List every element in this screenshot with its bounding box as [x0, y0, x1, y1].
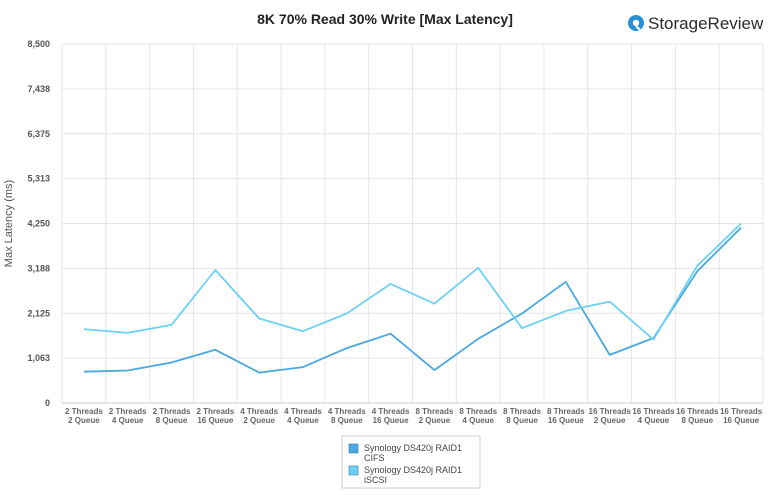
x-tick-label: 4 Threads 8 Queue: [328, 407, 366, 425]
x-tick-label: 2 Threads 4 Queue: [109, 407, 147, 425]
legend-swatch: [348, 465, 359, 476]
x-tick-label: 2 Threads 2 Queue: [65, 407, 103, 425]
y-tick-label: 8,500: [27, 39, 50, 49]
y-tick-label: 1,063: [27, 353, 50, 363]
y-tick-label: 2,125: [27, 308, 50, 318]
x-tick-label: 8 Threads 2 Queue: [416, 407, 454, 425]
chart-title: 8K 70% Read 30% Write [Max Latency]: [257, 11, 513, 27]
logo-icon: [628, 15, 644, 31]
x-tick-label: 2 Threads 8 Queue: [153, 407, 191, 425]
series-line-cifs: [83, 227, 742, 374]
legend-entry-label: Synology DS420j RAID1 CIFS: [364, 443, 462, 463]
x-tick-label: 16 Threads 8 Queue: [676, 407, 719, 425]
x-tick-label: 16 Threads 16 Queue: [720, 407, 763, 425]
x-tick-label: 4 Threads 4 Queue: [284, 407, 322, 425]
storagereview-logo: StorageReview: [628, 14, 764, 33]
y-tick-label: 7,438: [27, 84, 50, 94]
y-tick-label: 3,188: [27, 263, 50, 273]
x-tick-label: 4 Threads 2 Queue: [240, 407, 278, 425]
y-axis-ticks: 8,500 7,438 6,375 5,313 4,250 3,188 2,125 1,063…: [27, 39, 50, 408]
legend-box: [341, 435, 481, 489]
y-tick-label: 5,313: [27, 174, 50, 184]
logo-text: StorageReview: [648, 14, 764, 33]
grid: [61, 43, 764, 404]
x-tick-label: 8 Threads 8 Queue: [503, 407, 541, 425]
y-tick-label: 4,250: [27, 219, 50, 229]
x-tick-label: 8 Threads 4 Queue: [459, 407, 497, 425]
x-tick-label: 16 Threads 2 Queue: [589, 407, 632, 425]
legend-entry-label: Synology DS420j RAID1 iSCSI: [364, 465, 462, 485]
y-tick-label: 6,375: [27, 129, 50, 139]
series-line-iscsi: [83, 222, 742, 341]
legend-swatch: [348, 443, 359, 454]
x-tick-label: 16 Threads 4 Queue: [632, 407, 675, 425]
x-tick-label: 4 Threads 16 Queue: [372, 407, 410, 425]
x-tick-label: 8 Threads 16 Queue: [547, 407, 585, 425]
series-lines: [83, 222, 742, 374]
y-tick-label: 0: [45, 398, 50, 408]
x-tick-label: 2 Threads 16 Queue: [196, 407, 234, 425]
x-axis-ticks: 2 Threads 2 Queue 2 Threads 4 Queue 2 Thread…: [65, 407, 763, 425]
y-axis-label: Max Latency (ms): [3, 180, 15, 267]
